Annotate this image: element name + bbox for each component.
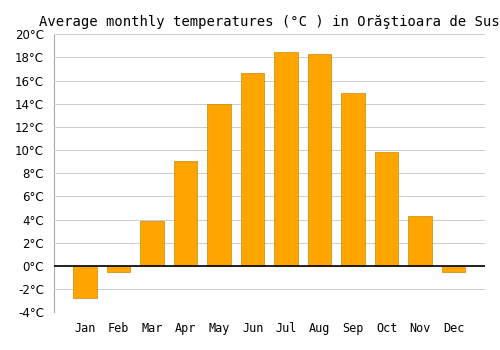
Bar: [241, 72, 264, 266]
Bar: [140, 221, 164, 266]
Title: Average monthly temperatures (°C ) in Orăştioara de Sus: Average monthly temperatures (°C ) in Or…: [39, 15, 500, 29]
Bar: [274, 52, 298, 266]
Bar: [174, 161, 198, 266]
Bar: [342, 93, 365, 266]
Bar: [442, 266, 466, 272]
Bar: [208, 104, 231, 266]
Bar: [107, 266, 130, 272]
Bar: [375, 153, 398, 266]
Bar: [308, 54, 332, 266]
Bar: [74, 266, 97, 299]
Bar: [408, 216, 432, 266]
